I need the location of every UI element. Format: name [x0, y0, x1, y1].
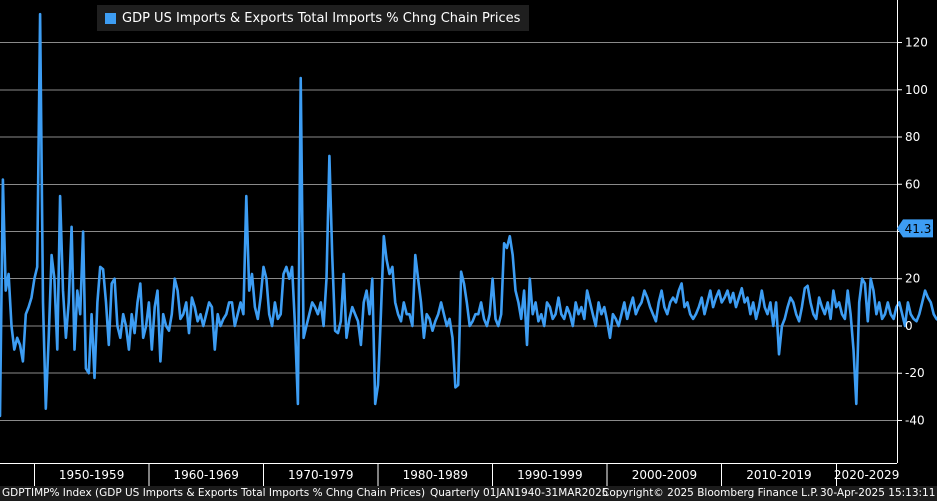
last-value-badge: 41.3 [897, 219, 933, 238]
x-tick-label: 2010-2019 [746, 468, 811, 482]
x-tick-label: 1980-1989 [403, 468, 468, 482]
y-tick-label: 20 [905, 272, 920, 286]
x-tick-label: 1990-1999 [517, 468, 582, 482]
y-tick-label: 60 [905, 177, 920, 191]
last-value-box [897, 219, 933, 238]
y-tick-label: 80 [905, 130, 920, 144]
series-line-0 [0, 12, 937, 418]
footer-ticker: GDPTIMP% Index (GDP US Imports & Exports… [2, 487, 426, 499]
x-tick-label: 1960-1969 [173, 468, 238, 482]
legend-swatch [105, 12, 116, 24]
y-axis: -40-2002040608010012041.3 [897, 0, 933, 463]
grid-layer [0, 42, 897, 421]
x-tick-label: 1970-1979 [288, 468, 353, 482]
footer-period: Quarterly 01JAN1940-31MAR2025 [430, 487, 609, 499]
y-tick-label: 100 [905, 83, 928, 97]
footer-timestamp: 30-Apr-2025 15:13:11 [820, 487, 936, 499]
series-layer [0, 12, 937, 418]
y-tick-label: 120 [905, 36, 928, 50]
last-value-text: 41.3 [905, 222, 932, 236]
y-tick-label: -20 [905, 366, 925, 380]
x-tick-label: 1950-1959 [59, 468, 124, 482]
footer-bar: GDPTIMP% Index (GDP US Imports & Exports… [0, 486, 937, 501]
x-tick-label: 2020-2029 [834, 468, 899, 482]
footer-copyright: Copyright© 2025 Bloomberg Finance L.P. [602, 487, 819, 499]
x-axis: 1950-1959 1960-1969 1970-1979 1980-1989 1990… [0, 463, 899, 486]
legend: GDP US Imports & Exports Total Imports %… [97, 5, 530, 31]
legend-label: GDP US Imports & Exports Total Imports %… [122, 10, 521, 26]
y-tick-label: 0 [905, 319, 913, 333]
x-tick-label: 2000-2009 [632, 468, 697, 482]
y-tick-label: -40 [905, 413, 925, 427]
